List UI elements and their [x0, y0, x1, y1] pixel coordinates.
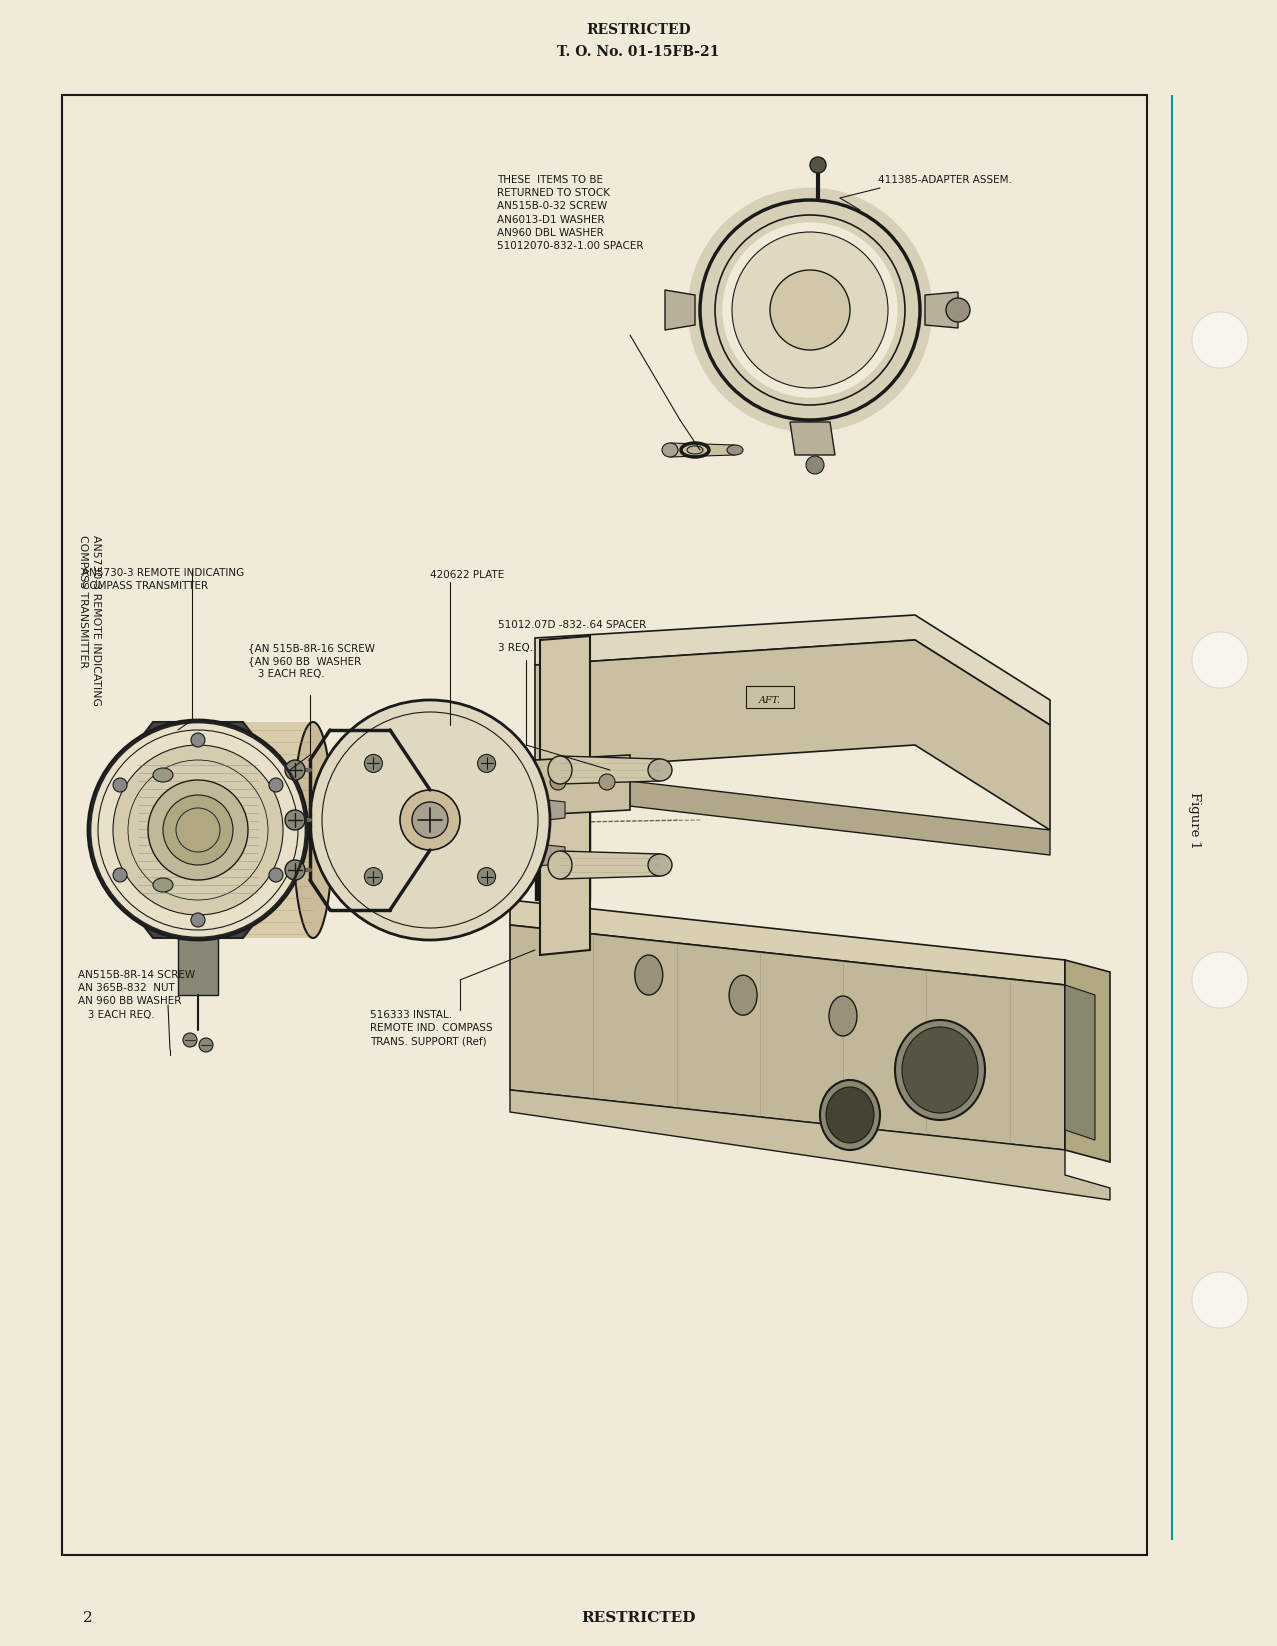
Polygon shape	[535, 616, 1050, 724]
Circle shape	[269, 867, 283, 882]
Polygon shape	[561, 851, 660, 879]
Ellipse shape	[729, 974, 757, 1016]
Text: 420622 PLATE: 420622 PLATE	[430, 570, 504, 579]
Circle shape	[285, 859, 305, 881]
Polygon shape	[665, 290, 695, 329]
Polygon shape	[530, 798, 564, 821]
Circle shape	[1191, 313, 1248, 369]
Circle shape	[192, 732, 206, 747]
Ellipse shape	[153, 769, 172, 782]
Circle shape	[192, 914, 206, 927]
Polygon shape	[198, 723, 313, 938]
Text: 2: 2	[83, 1611, 93, 1625]
Circle shape	[732, 232, 888, 388]
Polygon shape	[530, 843, 564, 867]
Polygon shape	[535, 640, 1050, 830]
Ellipse shape	[826, 1086, 873, 1142]
Circle shape	[364, 867, 382, 886]
Circle shape	[114, 779, 126, 792]
Polygon shape	[925, 291, 958, 328]
Text: THESE  ITEMS TO BE
RETURNED TO STOCK
AN515B-0-32 SCREW
AN6013-D1 WASHER
AN960 DB: THESE ITEMS TO BE RETURNED TO STOCK AN51…	[497, 174, 644, 250]
Circle shape	[364, 754, 382, 772]
Text: AN5730-3 REMOTE INDICATING
COMPASS TRANSMITTER: AN5730-3 REMOTE INDICATING COMPASS TRANS…	[78, 535, 101, 706]
Ellipse shape	[647, 759, 672, 780]
Ellipse shape	[647, 854, 672, 876]
Circle shape	[199, 1039, 213, 1052]
Circle shape	[183, 1034, 197, 1047]
Circle shape	[112, 746, 283, 915]
Polygon shape	[790, 421, 835, 454]
Circle shape	[810, 156, 826, 173]
Circle shape	[310, 700, 550, 940]
Polygon shape	[510, 925, 1065, 1151]
Polygon shape	[1065, 984, 1094, 1141]
Text: RESTRICTED: RESTRICTED	[581, 1611, 696, 1625]
Ellipse shape	[635, 955, 663, 994]
Text: 3 REQ.: 3 REQ.	[498, 644, 533, 653]
Circle shape	[148, 780, 248, 881]
Circle shape	[269, 779, 283, 792]
Text: T. O. No. 01-15FB-21: T. O. No. 01-15FB-21	[557, 44, 720, 59]
Circle shape	[478, 754, 495, 772]
Ellipse shape	[292, 723, 333, 938]
Ellipse shape	[902, 1027, 978, 1113]
Ellipse shape	[829, 996, 857, 1035]
Ellipse shape	[687, 446, 704, 454]
Circle shape	[946, 298, 971, 323]
Polygon shape	[535, 756, 630, 815]
Circle shape	[114, 867, 126, 882]
Polygon shape	[561, 756, 660, 783]
Ellipse shape	[548, 851, 572, 879]
Circle shape	[400, 790, 460, 849]
Polygon shape	[143, 723, 253, 938]
Text: Figure 1: Figure 1	[1189, 792, 1202, 848]
Polygon shape	[178, 938, 218, 994]
Text: RESTRICTED: RESTRICTED	[586, 23, 691, 36]
Polygon shape	[510, 900, 1065, 984]
Circle shape	[88, 719, 308, 940]
Ellipse shape	[820, 1080, 880, 1151]
Ellipse shape	[661, 443, 678, 458]
Text: 411385-ADAPTER ASSEM.: 411385-ADAPTER ASSEM.	[879, 174, 1011, 184]
Circle shape	[550, 774, 566, 790]
Circle shape	[478, 867, 495, 886]
Circle shape	[1191, 951, 1248, 1007]
Polygon shape	[510, 1090, 1110, 1200]
Text: AN515B-8R-14 SCREW
AN 365B-832  NUT
AN 960 BB WASHER
   3 EACH REQ.: AN515B-8R-14 SCREW AN 365B-832 NUT AN 96…	[78, 969, 195, 1019]
Circle shape	[1191, 1272, 1248, 1328]
Text: 516333 INSTAL.
REMOTE IND. COMPASS
TRANS. SUPPORT (Ref): 516333 INSTAL. REMOTE IND. COMPASS TRANS…	[370, 1011, 493, 1047]
Ellipse shape	[548, 756, 572, 783]
Text: 51012.07D -832-.64 SPACER: 51012.07D -832-.64 SPACER	[498, 621, 646, 630]
Circle shape	[412, 802, 448, 838]
Circle shape	[285, 810, 305, 830]
Polygon shape	[540, 635, 590, 955]
Text: {AN 515B-8R-16 SCREW
{AN 960 BB  WASHER
   3 EACH REQ.: {AN 515B-8R-16 SCREW {AN 960 BB WASHER 3…	[248, 644, 375, 680]
Polygon shape	[1065, 960, 1110, 1162]
Polygon shape	[535, 770, 590, 900]
Ellipse shape	[153, 877, 172, 892]
Circle shape	[1191, 632, 1248, 688]
Bar	[63, 95, 1147, 1555]
Polygon shape	[670, 443, 736, 458]
Ellipse shape	[895, 1021, 985, 1119]
Circle shape	[599, 774, 616, 790]
Text: AFT.: AFT.	[759, 696, 782, 704]
Circle shape	[806, 456, 824, 474]
Text: AN5730-3 REMOTE INDICATING
COMPASS TRANSMITTER: AN5730-3 REMOTE INDICATING COMPASS TRANS…	[82, 568, 244, 591]
Circle shape	[285, 760, 305, 780]
Circle shape	[163, 795, 232, 866]
Ellipse shape	[727, 444, 743, 454]
Circle shape	[770, 270, 850, 351]
Polygon shape	[535, 770, 1050, 854]
